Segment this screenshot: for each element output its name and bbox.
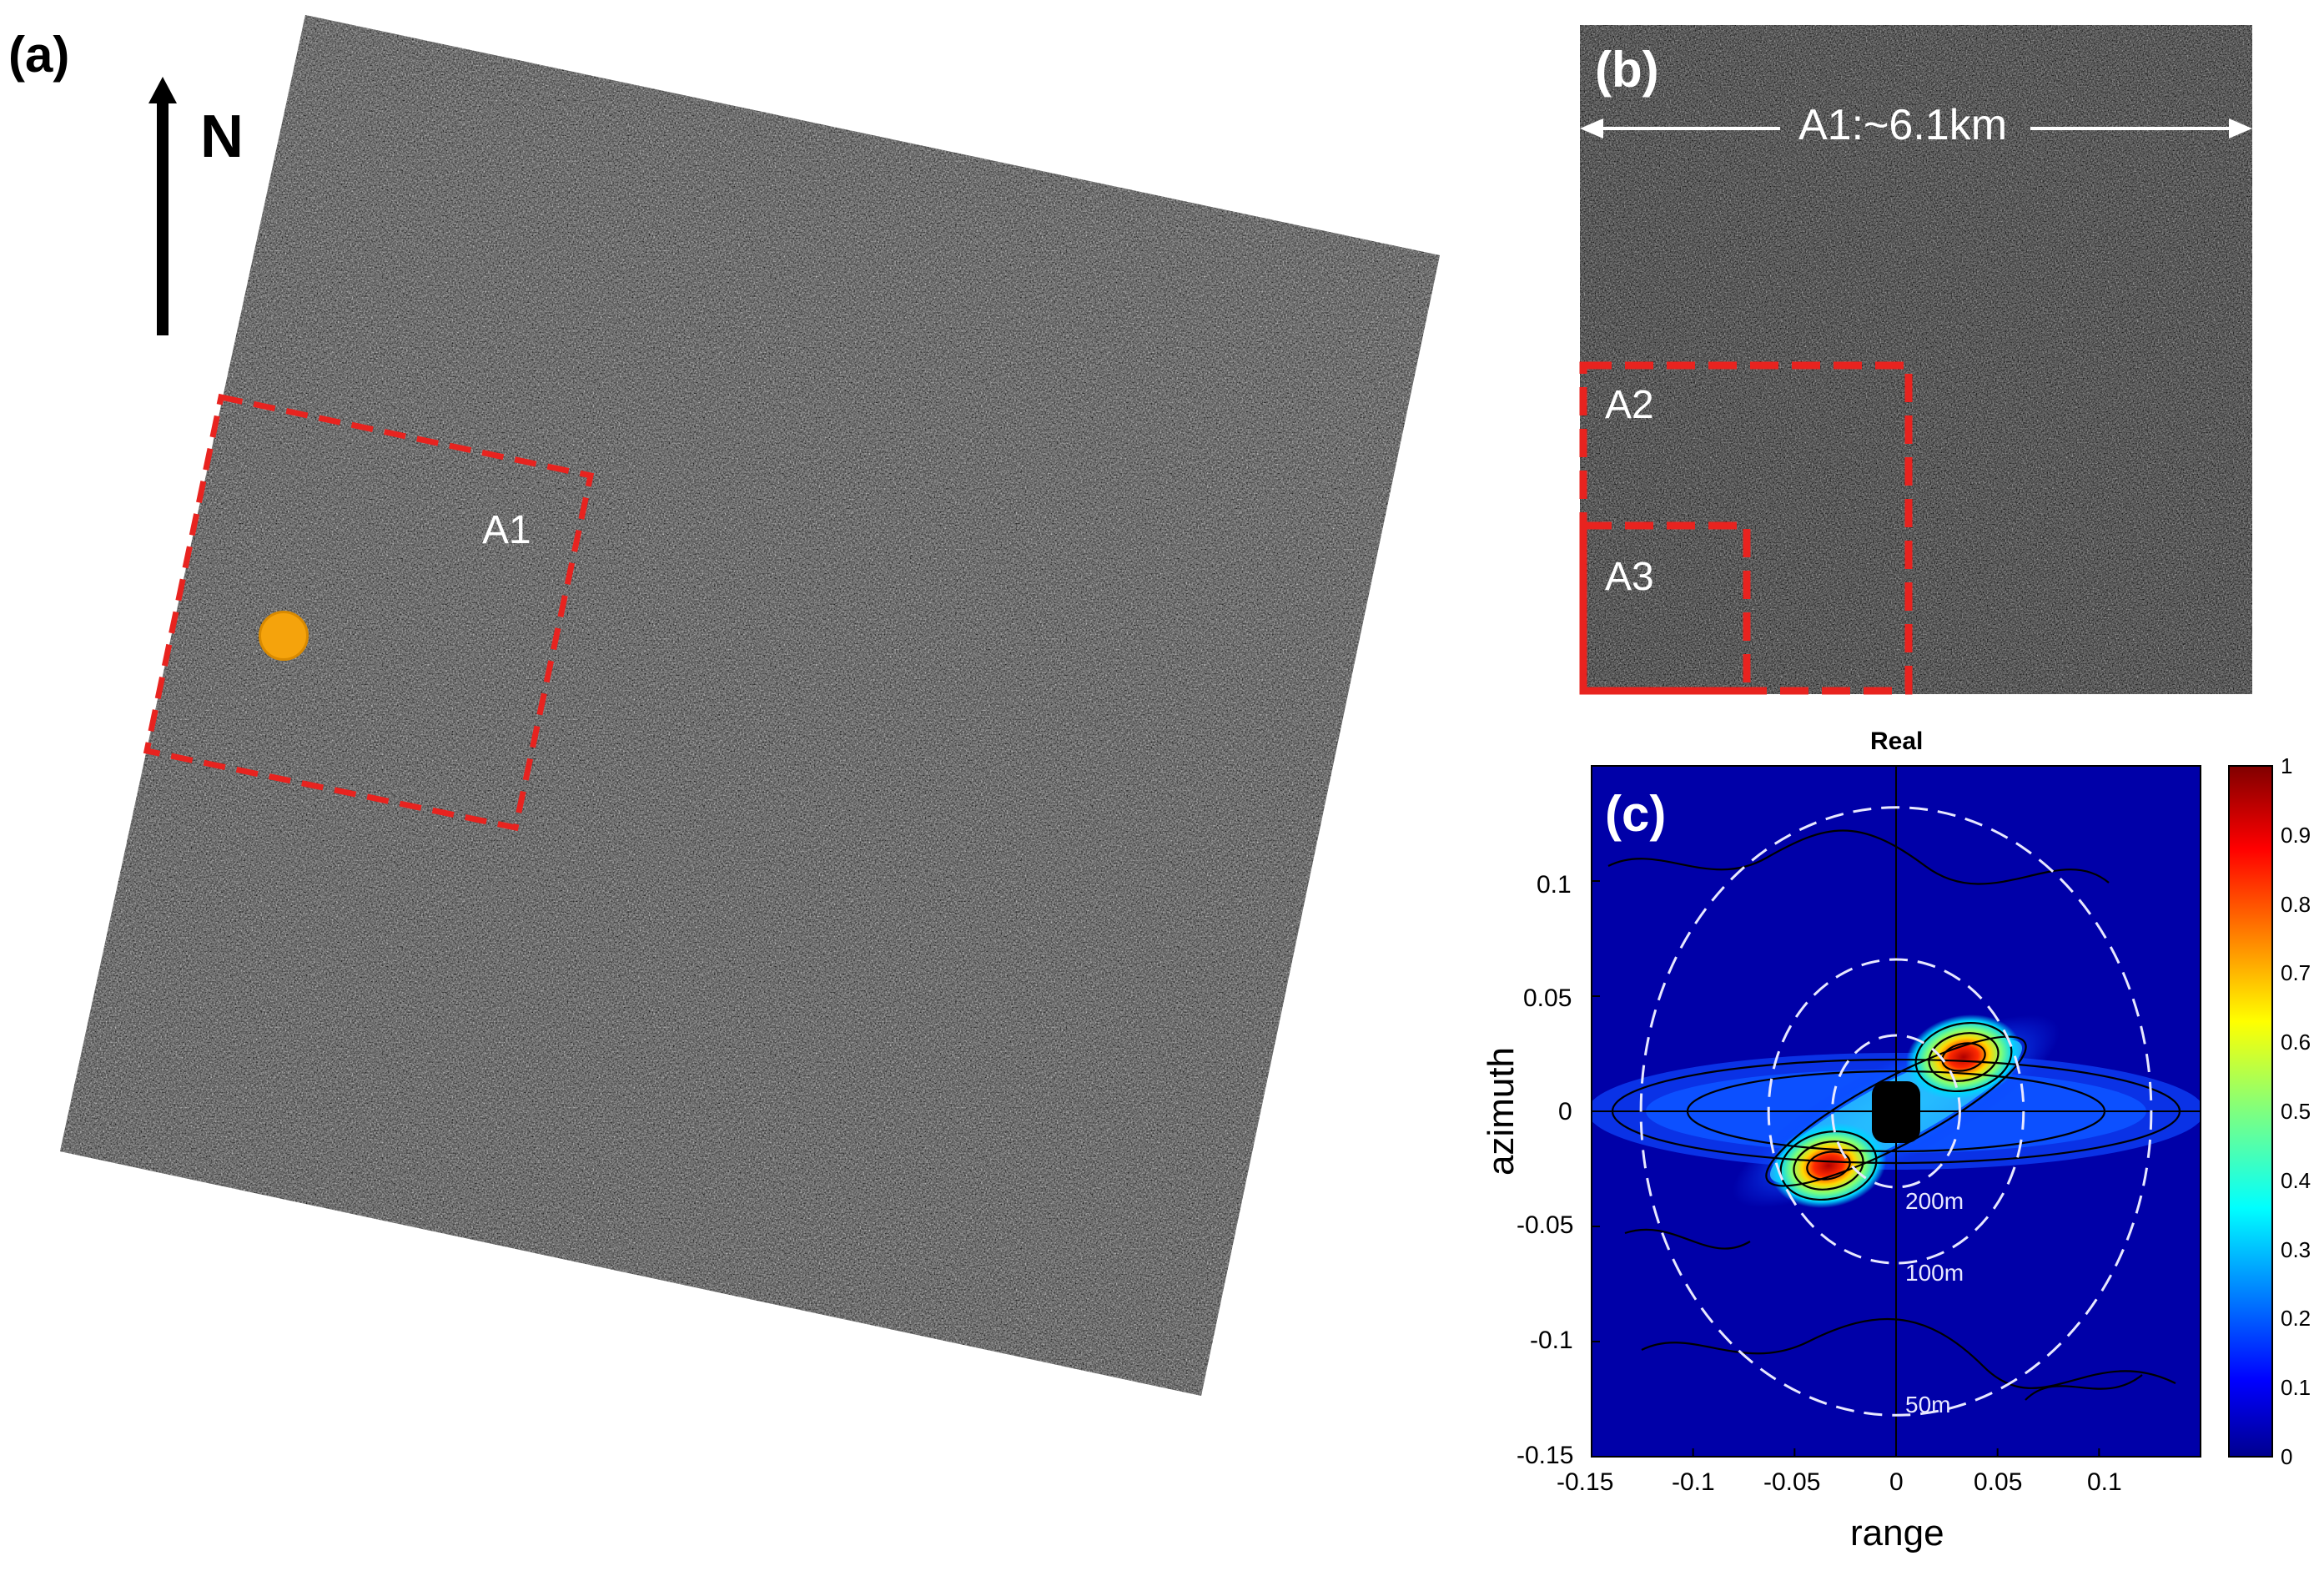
north-label: N — [200, 103, 244, 170]
x-tick-label: 0.1 — [2087, 1468, 2122, 1496]
colorbar-tick-label: 0.2 — [2281, 1306, 2311, 1332]
y-tick-label: 0.05 — [1523, 984, 1572, 1012]
x-tick-label: 0 — [1889, 1468, 1904, 1496]
wavelength-circle-200m — [1831, 1034, 1961, 1189]
y-axis-title: azimuth — [1481, 1046, 1522, 1176]
circle-label-100m: 100m — [1905, 1260, 1964, 1286]
x-axis-title: range — [1850, 1513, 1944, 1553]
colorbar-tick-label: 0.8 — [2281, 891, 2311, 917]
colorbar-tick-label: 0.9 — [2281, 822, 2311, 848]
y-tick-label: 0.1 — [1537, 871, 1572, 899]
region-a1-label: A1 — [482, 508, 531, 552]
y-tick-label: -0.1 — [1530, 1327, 1573, 1354]
region-a1-box — [143, 393, 595, 832]
chart-title: Real — [1870, 728, 1924, 755]
circle-label-50m: 50m — [1905, 1392, 1951, 1417]
location-marker — [259, 611, 309, 661]
panel-a-label: (a) — [8, 27, 70, 83]
region-a3-label: A3 — [1605, 555, 1654, 599]
wavelength-circle-100m — [1767, 958, 2025, 1265]
region-a2-label: A2 — [1605, 383, 1654, 427]
colorbar-tick-label: 0 — [2281, 1444, 2293, 1469]
y-tick-label: -0.05 — [1517, 1211, 1574, 1239]
colorbar-tick-label: 0.7 — [2281, 960, 2311, 986]
colorbar-tick-label: 0.4 — [2281, 1167, 2311, 1193]
wavelength-circle-50m — [1639, 806, 2153, 1417]
y-tick-label: -0.15 — [1517, 1442, 1574, 1469]
sar-image-panel-b — [1579, 25, 2252, 695]
colorbar-tick-label: 0.1 — [2281, 1375, 2311, 1401]
panel-b-label: (b) — [1595, 42, 1659, 98]
x-tick-label: 0.05 — [1974, 1468, 2023, 1496]
colorbar-tick-label: 0.5 — [2281, 1099, 2311, 1124]
colorbar-tick-label: 0.3 — [2281, 1236, 2311, 1262]
x-tick-label: -0.1 — [1672, 1468, 1715, 1496]
colorbar-tick-label: 0.6 — [2281, 1030, 2311, 1055]
spectrum-plot — [1591, 765, 2201, 1458]
colorbar — [2228, 765, 2273, 1458]
north-arrow-icon — [148, 77, 177, 335]
scale-bar-label: A1:~6.1km — [1798, 101, 2008, 149]
panel-c-label: (c) — [1605, 786, 1667, 842]
y-tick-label: 0 — [1558, 1098, 1572, 1125]
colorbar-tick-label: 1 — [2281, 753, 2293, 778]
x-tick-label: -0.05 — [1763, 1468, 1821, 1496]
x-tick-label: -0.15 — [1557, 1468, 1614, 1496]
sar-image-panel-a — [60, 15, 1440, 1396]
circle-label-200m: 200m — [1905, 1188, 1964, 1214]
